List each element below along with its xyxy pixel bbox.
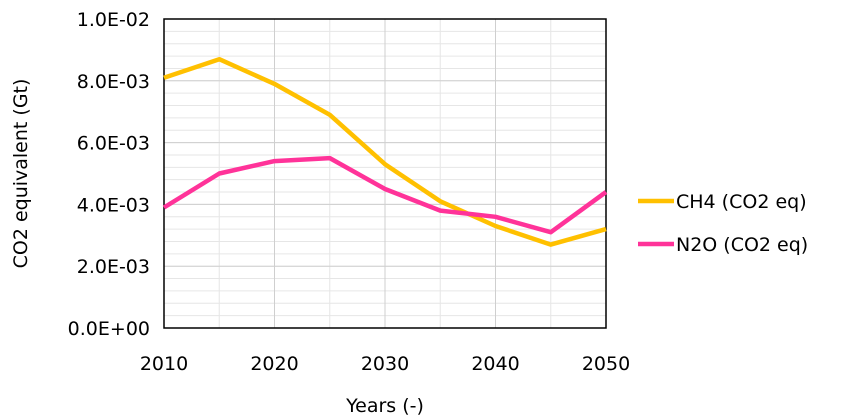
legend: CH4 (CO2 eq) N2O (CO2 eq) (638, 191, 808, 256)
x-tick-label: 2040 (471, 353, 519, 375)
x-tick-label: 2010 (140, 353, 188, 375)
y-tick-label: 2.0E-03 (77, 256, 150, 278)
x-axis-title: Years (-) (345, 395, 424, 417)
y-tick-label: 4.0E-03 (77, 194, 150, 216)
series-line-n2o (162, 155, 608, 235)
series-layer (162, 56, 608, 247)
legend-label-n2o: N2O (CO2 eq) (676, 234, 808, 256)
x-tick-label: 2020 (250, 353, 298, 375)
x-axis-tick-labels: 2010 2020 2030 2040 2050 (140, 353, 630, 375)
y-axis-title: CO2 equivalent (Gt) (10, 79, 32, 269)
plot-area-border (163, 18, 607, 329)
y-axis-tick-labels: 0.0E+00 2.0E-03 4.0E-03 6.0E-03 8.0E-03 1.0E-… (68, 9, 150, 340)
y-tick-label: 0.0E+00 (68, 318, 150, 340)
x-tick-label: 2030 (361, 353, 409, 375)
legend-label-ch4: CH4 (CO2 eq) (676, 191, 807, 213)
x-tick-label: 2050 (582, 353, 630, 375)
y-tick-label: 6.0E-03 (77, 133, 150, 155)
y-tick-label: 1.0E-02 (77, 9, 150, 31)
series-line-ch4 (163, 56, 607, 247)
y-tick-label: 8.0E-03 (77, 71, 150, 93)
